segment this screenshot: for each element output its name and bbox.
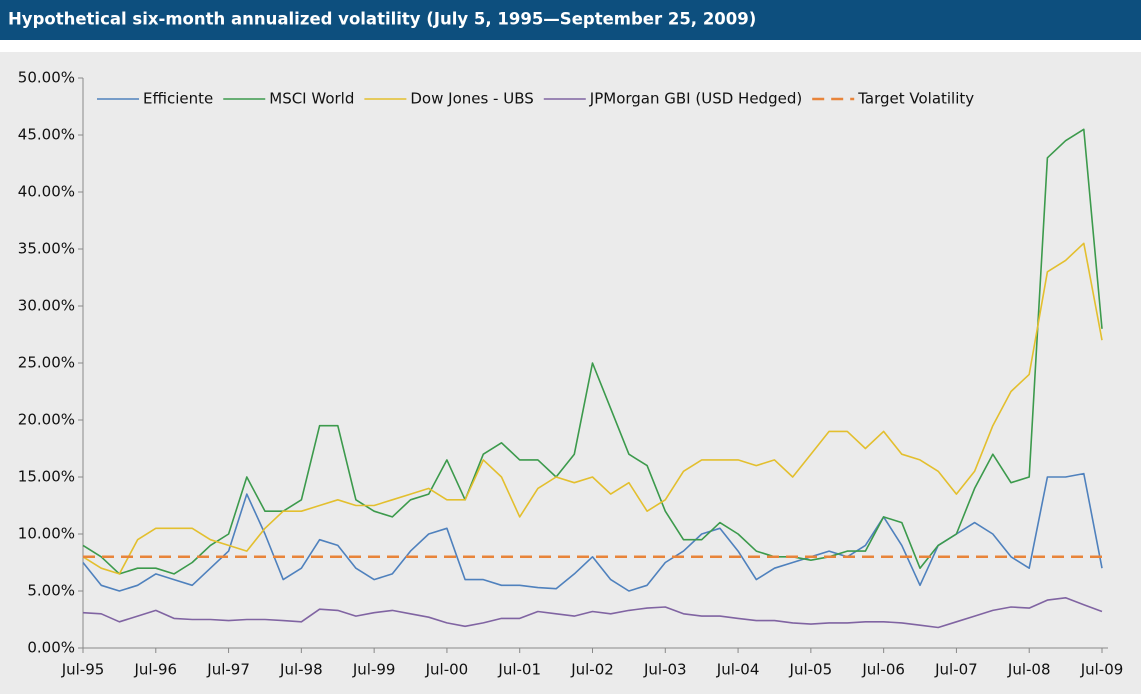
chart-title: Hypothetical six-month annualized volati… <box>8 10 756 29</box>
y-tick-label: 10.00% <box>18 525 75 543</box>
y-tick-label: 5.00% <box>27 582 75 600</box>
series-line <box>82 472 1103 592</box>
y-tick-label: 20.00% <box>18 411 75 429</box>
legend-label: Efficiente <box>143 90 213 108</box>
x-tick-label: Jul-98 <box>279 661 323 679</box>
series-line <box>82 128 1103 575</box>
x-tick-label: Jul-05 <box>789 661 833 679</box>
x-tick-label: Jul-07 <box>934 661 978 679</box>
y-tick-label: 40.00% <box>18 183 75 201</box>
y-tick-label: 15.00% <box>18 468 75 486</box>
y-tick-label: 45.00% <box>18 126 75 144</box>
y-tick-label: 35.00% <box>18 240 75 258</box>
legend-label: JPMorgan GBI (USD Hedged) <box>589 90 802 108</box>
x-tick-label: Jul-03 <box>643 661 687 679</box>
x-tick-label: Jul-96 <box>133 661 177 679</box>
x-tick-label: Jul-97 <box>206 661 250 679</box>
x-tick-label: Jul-99 <box>352 661 396 679</box>
y-tick-label: 0.00% <box>27 639 75 657</box>
chart-background <box>0 52 1141 694</box>
x-tick-label: Jul-00 <box>425 661 469 679</box>
x-tick-label: Jul-01 <box>497 661 541 679</box>
legend-label: MSCI World <box>269 90 354 108</box>
y-tick-label: 50.00% <box>18 69 75 87</box>
y-tick-label: 25.00% <box>18 354 75 372</box>
x-tick-label: Jul-95 <box>61 661 105 679</box>
x-tick-label: Jul-06 <box>861 661 905 679</box>
y-tick-label: 30.00% <box>18 297 75 315</box>
x-tick-label: Jul-04 <box>716 661 760 679</box>
legend-label: Dow Jones - UBS <box>410 90 533 108</box>
x-tick-label: Jul-08 <box>1007 661 1051 679</box>
x-tick-label: Jul-02 <box>570 661 614 679</box>
series-line <box>82 597 1103 629</box>
title-bar <box>0 0 1141 40</box>
x-tick-label: Jul-09 <box>1080 661 1124 679</box>
series-line <box>82 242 1103 575</box>
legend-label: Target Volatility <box>857 90 974 108</box>
